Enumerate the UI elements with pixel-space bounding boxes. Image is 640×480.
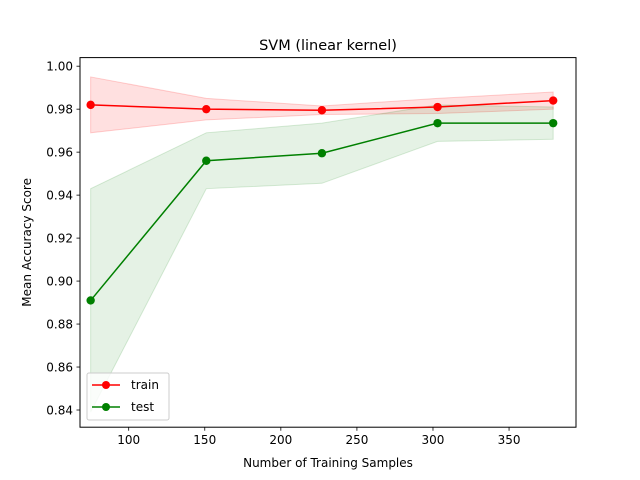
x-tick-label: 150 <box>193 433 216 447</box>
y-tick-label: 0.94 <box>46 188 73 202</box>
legend-marker-test <box>102 403 110 411</box>
point-test-2 <box>317 149 327 158</box>
point-train-4 <box>548 96 558 105</box>
y-axis-label: Mean Accuracy Score <box>20 178 34 307</box>
x-axis-ticks: 100 150 200 250 300 350 <box>117 427 521 447</box>
x-tick-label: 200 <box>269 433 292 447</box>
y-tick-label: 0.88 <box>46 317 73 331</box>
x-tick-label: 350 <box>498 433 521 447</box>
confidence-bands <box>90 76 554 413</box>
y-tick-label: 0.90 <box>46 274 73 288</box>
x-tick-label: 300 <box>422 433 445 447</box>
x-axis-label: Number of Training Samples <box>243 456 413 470</box>
legend: train test <box>86 372 170 421</box>
point-test-0 <box>86 296 95 305</box>
legend-label-test: test <box>131 400 154 414</box>
point-train-3 <box>433 102 442 112</box>
plot-area-frame <box>79 57 577 428</box>
chart-title: SVM (linear kernel) <box>259 38 397 54</box>
band-train <box>90 76 554 134</box>
y-tick-label: 0.92 <box>46 231 73 245</box>
y-tick-label: 0.98 <box>46 102 73 116</box>
x-tick-label: 100 <box>117 433 140 447</box>
point-test-1 <box>202 156 211 165</box>
y-tick-label: 1.00 <box>46 59 73 73</box>
point-train-2 <box>317 106 327 115</box>
point-test-3 <box>433 118 442 128</box>
y-tick-label: 0.84 <box>46 403 73 417</box>
series-markers <box>86 96 558 305</box>
band-test <box>90 104 554 413</box>
x-tick-label: 250 <box>345 433 368 447</box>
y-axis-ticks: 0.84 0.86 0.88 0.90 0.92 0.94 0.96 0.98 1.00 <box>46 59 80 417</box>
point-train-0 <box>86 100 95 110</box>
point-test-4 <box>548 118 558 128</box>
y-tick-label: 0.86 <box>46 360 73 374</box>
legend-label-train: train <box>131 378 159 392</box>
y-tick-label: 0.96 <box>46 145 73 159</box>
legend-marker-train <box>102 381 110 389</box>
point-train-1 <box>202 104 211 114</box>
